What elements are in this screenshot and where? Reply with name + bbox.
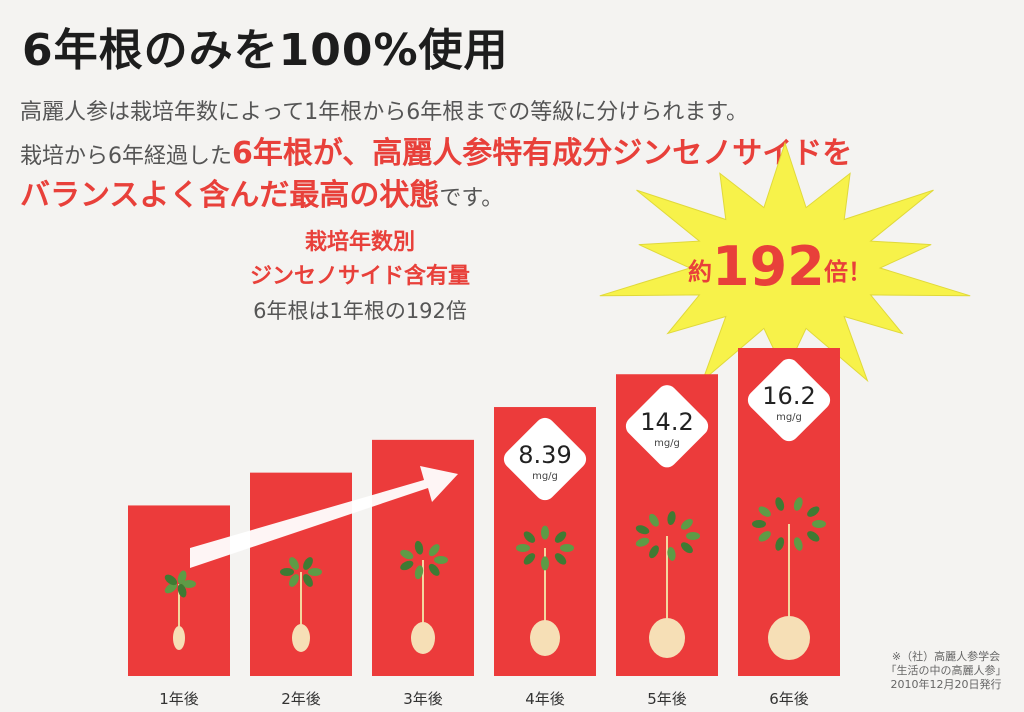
starburst-badge: 約 192 倍！ [599, 141, 971, 383]
category-label: 6年後 [769, 690, 809, 708]
description-plain: 栽培から6年経過した [20, 144, 232, 169]
category-label: 5年後 [647, 690, 687, 708]
ginseng-plant-icon [635, 511, 700, 658]
page-title: 6年根のみを100%使用 [22, 25, 509, 76]
unit-label: mg/g [654, 438, 680, 449]
value-badge [625, 385, 709, 468]
source-note: ※（社）高麗人参学会 「生活の中の高麗人参」 2010年12月20日発行 [876, 650, 1016, 692]
caption-line-2: ジンセノサイド含有量 [249, 264, 470, 289]
bars-group: 1年後 2年後 3年後 4年後 8.39 mg/g 5年後 14.2 mg/g 6年後 16.2 mg… [128, 348, 840, 708]
category-label: 4年後 [525, 690, 565, 708]
category-label: 1年後 [159, 690, 199, 708]
note-line-1: ※（社）高麗人参学会 [891, 650, 1001, 663]
intro-text: 高麗人参は栽培年数によって1年根から6年根までの等級に分けられます。 [20, 100, 749, 125]
value-label: 16.2 [762, 382, 815, 410]
ginseng-plant-icon [400, 540, 448, 654]
ginseng-plant-icon [164, 570, 196, 650]
note-line-2: 「生活の中の高麗人参」 [885, 664, 1007, 677]
caption-line-1: 栽培年数別 [304, 230, 415, 255]
value-badge [747, 358, 831, 442]
description-tail: です。 [439, 186, 504, 211]
burst-prefix: 約 [688, 258, 712, 286]
burst-suffix: 倍！ [824, 258, 872, 286]
burst-number: 192 [712, 235, 825, 298]
description-highlight-2: バランスよく含んだ最高の状態 [20, 178, 440, 213]
unit-label: mg/g [532, 471, 558, 482]
caption-line-3: 6年根は1年根の192倍 [253, 299, 467, 323]
value-label: 8.39 [518, 441, 571, 469]
unit-label: mg/g [776, 412, 802, 423]
category-label: 2年後 [281, 690, 321, 708]
ginseng-plant-icon [752, 497, 826, 660]
ginseng-plant-icon [280, 557, 322, 652]
chart-caption: 栽培年数別 ジンセノサイド含有量 6年根は1年根の192倍 [210, 226, 510, 328]
description-line-2: 栽培から6年経過した6年根が、高麗人参特有成分ジンセノサイドを [20, 128, 852, 172]
value-label: 14.2 [640, 408, 693, 436]
trend-arrow [190, 466, 458, 568]
ginseng-plant-icon [516, 525, 574, 656]
category-label: 3年後 [403, 690, 443, 708]
description-line-3: バランスよく含んだ最高の状態です。 [20, 170, 503, 214]
description-highlight: 6年根が、高麗人参特有成分ジンセノサイドを [232, 136, 853, 171]
value-badge [503, 417, 587, 501]
note-line-3: 2010年12月20日発行 [890, 678, 1002, 691]
